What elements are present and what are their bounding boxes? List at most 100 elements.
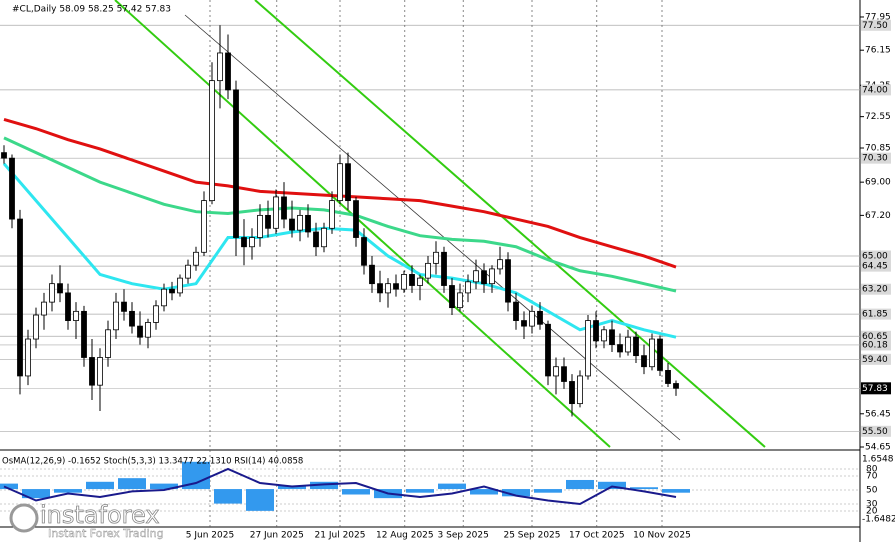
candle-body <box>353 200 359 238</box>
y-tick-label: 54.65 <box>865 443 891 453</box>
osma-bar <box>214 489 242 504</box>
candle-body <box>665 370 671 384</box>
candle-body <box>97 357 103 386</box>
level-label: 60.65 <box>862 332 888 342</box>
candle-body <box>209 80 215 202</box>
candle-body <box>577 375 583 405</box>
level-label-box <box>861 339 891 351</box>
level-label: 77.50 <box>862 21 888 31</box>
candle-body <box>25 338 31 377</box>
candle-body <box>1 152 7 159</box>
candle-body <box>633 336 639 357</box>
candle-body <box>305 214 311 233</box>
level-label: 74.00 <box>862 85 888 95</box>
osma-bar <box>438 483 466 490</box>
osma-bar <box>246 489 274 511</box>
candle-body <box>217 52 223 82</box>
osma-bar <box>566 479 594 490</box>
candle-body <box>649 338 655 368</box>
candle-body <box>145 322 151 338</box>
candle-body <box>249 237 255 248</box>
x-tick-label: 3 Sep 2025 <box>438 531 489 541</box>
candle-body <box>297 214 303 231</box>
x-tick-label: 27 Jun 2025 <box>250 531 304 541</box>
candle-body <box>9 157 15 220</box>
candle-body <box>161 288 167 307</box>
candle-body <box>537 310 543 325</box>
candle-body <box>73 310 79 321</box>
candle-body <box>521 320 527 327</box>
candle-body <box>289 218 295 231</box>
candle-body <box>193 251 199 266</box>
candle-body <box>33 314 39 340</box>
level-label: 64.45 <box>862 262 888 272</box>
candle-body <box>593 320 599 342</box>
candle-body <box>185 264 191 279</box>
candle-body <box>609 329 615 345</box>
level-label-box <box>861 283 891 295</box>
candle-body <box>337 163 343 202</box>
osma-bar <box>630 487 658 490</box>
level-label-box <box>861 425 891 437</box>
indicator-level-label: 30 <box>866 500 878 510</box>
level-label-box <box>861 250 891 262</box>
candle-body <box>625 336 631 353</box>
candle-body <box>257 214 263 238</box>
osma-bar <box>470 489 498 495</box>
indicator-level-label: 50 <box>866 486 878 496</box>
osma-bar <box>598 481 626 490</box>
indicator-level-label: 80 <box>866 465 878 475</box>
candle-body <box>169 288 175 294</box>
last-price-box <box>861 382 891 395</box>
candle-body <box>105 329 111 358</box>
rsi-line <box>3 467 677 506</box>
y-tick-label: 77.95 <box>865 12 891 22</box>
y-tick-label: 72.55 <box>865 112 891 122</box>
osma-bar <box>0 483 18 490</box>
candle-body <box>513 301 519 321</box>
level-label-box <box>861 353 891 365</box>
candle-body <box>585 320 591 377</box>
candle-body <box>617 344 623 353</box>
osma-bar <box>406 489 434 493</box>
candle-body <box>49 283 55 303</box>
level-label-box <box>861 19 891 31</box>
candle-body <box>401 274 407 290</box>
level-label: 59.40 <box>862 355 888 365</box>
moving-average <box>3 136 677 293</box>
indicator-level-label: 20 <box>866 507 878 517</box>
candle-body <box>89 357 95 386</box>
candle-body <box>449 285 455 309</box>
candle-body <box>329 200 335 229</box>
candle-body <box>201 200 207 253</box>
osma-tick-label: 1.6548 <box>862 455 894 465</box>
level-label: 61.85 <box>862 310 888 320</box>
candle-body <box>561 366 567 382</box>
candle-body <box>281 196 287 220</box>
osma-bar <box>54 489 82 493</box>
trend-channel <box>254 0 766 448</box>
indicator-level-label: 70 <box>866 472 878 482</box>
candle-body <box>113 301 119 331</box>
level-label-box <box>861 84 891 96</box>
level-label: 55.50 <box>862 427 888 437</box>
candle-body <box>497 259 503 270</box>
candle-body <box>433 251 439 264</box>
osma-bar <box>150 483 178 490</box>
logo-tagline: Instant Forex Trading <box>48 527 164 540</box>
osma-bar <box>662 489 690 493</box>
level-label: 65.00 <box>862 251 888 261</box>
level-label-box <box>861 152 891 164</box>
candle-body <box>17 218 23 377</box>
candle-body <box>121 301 127 312</box>
candle-body <box>657 338 663 371</box>
x-tick-label: 10 Nov 2025 <box>633 531 691 541</box>
candle-body <box>313 231 319 248</box>
logo-icon <box>9 503 39 533</box>
candle-body <box>553 366 559 377</box>
x-tick-label: 12 Aug 2025 <box>376 531 434 541</box>
candle-body <box>377 283 383 294</box>
x-tick-label: 25 Sep 2025 <box>503 531 560 541</box>
